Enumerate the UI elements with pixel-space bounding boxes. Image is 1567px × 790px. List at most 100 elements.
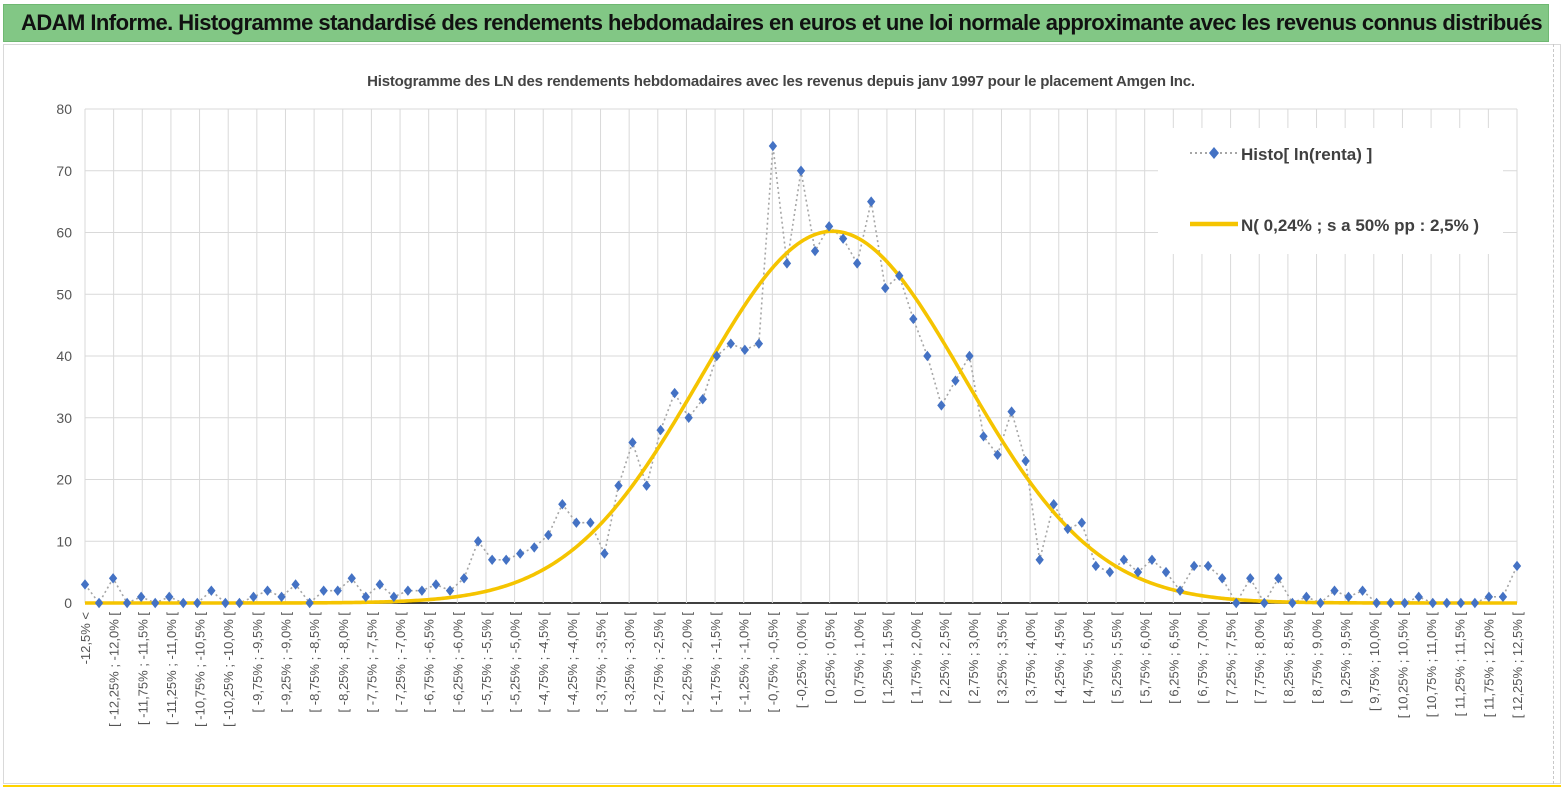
histogram-point[interactable] [305, 597, 314, 609]
histogram-point[interactable] [1007, 406, 1016, 417]
histogram-point[interactable] [1442, 597, 1451, 609]
histogram-point[interactable] [628, 437, 637, 448]
histogram-point[interactable] [1512, 560, 1522, 572]
histogram-point[interactable] [389, 591, 399, 603]
histogram-point[interactable] [361, 591, 370, 603]
histogram-point[interactable] [712, 350, 721, 362]
histogram-point[interactable] [1091, 560, 1100, 572]
histogram-point[interactable] [572, 517, 581, 528]
histogram-point[interactable] [1189, 560, 1199, 572]
histogram-point[interactable] [698, 394, 707, 405]
histogram-point[interactable] [951, 375, 960, 386]
histogram-point[interactable] [94, 597, 104, 609]
histogram-point[interactable] [431, 579, 441, 590]
histogram-point[interactable] [1274, 573, 1283, 584]
histogram-point[interactable] [375, 579, 384, 590]
histogram-point[interactable] [937, 400, 946, 411]
histogram-point[interactable] [473, 536, 483, 547]
histogram-point[interactable] [277, 591, 286, 603]
histogram-point[interactable] [1049, 499, 1058, 510]
histogram-point[interactable] [249, 591, 258, 603]
histogram-point[interactable] [179, 597, 188, 609]
histogram-point[interactable] [1484, 591, 1494, 603]
histogram-point[interactable] [1316, 597, 1325, 609]
histogram-point[interactable] [516, 548, 525, 559]
histogram-point[interactable] [1414, 591, 1423, 603]
histogram-point[interactable] [642, 480, 651, 491]
histogram-point[interactable] [684, 412, 693, 423]
histogram-point[interactable] [80, 579, 90, 590]
histogram-point[interactable] [136, 591, 146, 603]
histogram-point[interactable] [1035, 554, 1044, 565]
histogram-point[interactable] [726, 338, 735, 349]
histogram-point[interactable] [558, 499, 567, 510]
histogram-point[interactable] [979, 431, 988, 442]
histogram-point[interactable] [614, 480, 623, 491]
histogram-point[interactable] [1386, 597, 1395, 609]
histogram-point[interactable] [165, 591, 174, 603]
histogram-point[interactable] [1428, 597, 1437, 609]
histogram-point[interactable] [1358, 585, 1367, 596]
histogram-point[interactable] [1133, 566, 1143, 578]
histogram-point[interactable] [1218, 573, 1227, 584]
histogram-point[interactable] [1161, 566, 1171, 578]
histogram-point[interactable] [207, 585, 216, 596]
histogram-point[interactable] [656, 424, 665, 436]
histogram-point[interactable] [810, 245, 820, 257]
histogram-point[interactable] [487, 554, 497, 565]
histogram-point[interactable] [417, 585, 427, 596]
histogram-point[interactable] [347, 573, 356, 584]
histogram-point[interactable] [403, 585, 413, 596]
histogram-point[interactable] [1232, 597, 1241, 609]
histogram-point[interactable] [740, 344, 750, 356]
histogram-point[interactable] [319, 585, 328, 596]
histogram-point[interactable] [108, 573, 118, 584]
histogram-point[interactable] [1372, 597, 1381, 609]
histogram-point[interactable] [544, 529, 553, 541]
histogram-point[interactable] [1288, 597, 1297, 609]
histogram-point[interactable] [1470, 597, 1480, 609]
histogram-point[interactable] [263, 585, 272, 596]
chart-resize-edge[interactable] [1553, 44, 1560, 784]
histogram-point[interactable] [502, 554, 511, 565]
histogram-point[interactable] [754, 338, 764, 349]
histogram-point[interactable] [768, 140, 778, 152]
histogram-point[interactable] [993, 449, 1002, 460]
histogram-point[interactable] [221, 597, 230, 609]
histogram-point[interactable] [881, 282, 890, 294]
histogram-point[interactable] [1302, 591, 1311, 603]
histogram-point[interactable] [122, 597, 132, 609]
histogram-point[interactable] [235, 597, 244, 609]
histogram-point[interactable] [965, 350, 974, 362]
histogram-point[interactable] [796, 165, 806, 176]
histogram-point[interactable] [838, 233, 848, 244]
histogram-point[interactable] [782, 258, 792, 269]
histogram-point[interactable] [1498, 591, 1508, 603]
histogram-point[interactable] [1246, 573, 1255, 584]
histogram-point[interactable] [852, 258, 862, 269]
histogram-point[interactable] [1105, 566, 1115, 578]
histogram-point[interactable] [1021, 455, 1030, 467]
histogram-point[interactable] [600, 548, 609, 559]
histogram-point[interactable] [530, 542, 539, 553]
histogram-point[interactable] [151, 597, 160, 609]
histogram-point[interactable] [1147, 554, 1157, 565]
histogram-point[interactable] [1203, 560, 1213, 572]
histogram-point[interactable] [909, 313, 918, 325]
histogram-point[interactable] [1260, 597, 1269, 609]
histogram-point[interactable] [670, 387, 679, 399]
histogram-point[interactable] [824, 221, 834, 232]
histogram-point[interactable] [1456, 597, 1466, 609]
histogram-point[interactable] [867, 196, 876, 207]
histogram-point[interactable] [193, 597, 202, 609]
histogram-point[interactable] [1063, 523, 1072, 535]
histogram-point[interactable] [923, 350, 932, 362]
histogram-point[interactable] [459, 573, 469, 584]
histogram-point[interactable] [1119, 554, 1129, 565]
histogram-point[interactable] [586, 517, 595, 528]
histogram-point[interactable] [1077, 517, 1086, 528]
histogram-point[interactable] [1400, 597, 1409, 609]
histogram-point[interactable] [1330, 585, 1339, 596]
histogram-point[interactable] [445, 585, 455, 596]
histogram-point[interactable] [291, 579, 300, 590]
